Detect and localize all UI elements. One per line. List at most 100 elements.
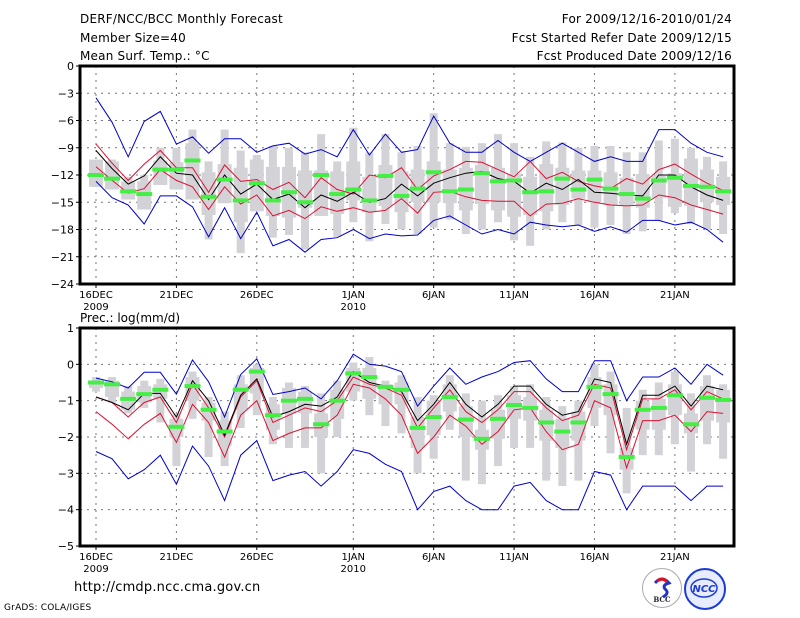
temp-median-mark: [715, 189, 732, 194]
temp-median-mark: [490, 179, 506, 184]
prec-whisker-bar: [172, 413, 181, 467]
temp-median-mark: [650, 178, 667, 183]
temp-median-mark: [200, 194, 217, 199]
temp-box: [105, 161, 120, 190]
prec-mean-line: [95, 370, 724, 447]
temp-box: [523, 176, 538, 215]
prec-median-mark: [88, 380, 104, 385]
temp-median-mark: [425, 170, 442, 175]
prec-median-mark: [425, 415, 442, 420]
prec-box: [603, 384, 618, 416]
temp-median-mark: [216, 177, 233, 182]
temp-ytick-label: −24: [51, 278, 74, 291]
prec-median-mark: [361, 375, 378, 380]
prec-xtick-label: 16JAN: [580, 552, 610, 563]
prec-median-mark: [216, 429, 233, 434]
temp-xtick-label: 21JAN: [660, 290, 690, 301]
temp-median-mark: [538, 189, 555, 194]
temp-box: [474, 165, 489, 205]
prec-median-mark: [280, 398, 297, 403]
temp-median-mark: [554, 176, 571, 181]
prec-ytick-label: −3: [58, 467, 74, 480]
temp-median-mark: [570, 187, 587, 192]
temp-median-mark: [441, 189, 458, 194]
prec-box: [410, 417, 425, 448]
temp-median-mark: [345, 187, 362, 192]
prec-median-mark: [634, 407, 651, 412]
prec-median-mark: [457, 417, 474, 422]
temp-median-mark: [248, 181, 265, 186]
temp-median-mark: [409, 186, 426, 191]
temp-median-mark: [361, 198, 378, 203]
prec-xtick-label: 1JAN: [342, 552, 365, 563]
temp-box: [362, 176, 377, 213]
temp-upper-line: [95, 143, 724, 199]
prec-median-mark: [264, 413, 281, 418]
prec-whisker-bar: [301, 386, 310, 448]
prec-xtick-label: 6JAN: [422, 552, 445, 563]
prec-median-mark: [538, 420, 555, 425]
temp-median-mark: [120, 189, 137, 194]
prec-upper-line: [95, 376, 724, 452]
temp-median-mark: [634, 196, 651, 201]
temp-median-mark: [473, 171, 490, 176]
prec-median-mark: [522, 405, 539, 410]
temp-median-mark: [136, 192, 153, 197]
temp-xtick-label: 1JAN: [342, 290, 365, 301]
prec-lower-line: [95, 383, 724, 470]
temp-median-mark: [682, 183, 699, 188]
ncc-logo: NCC: [684, 568, 726, 610]
prec-median-mark: [184, 384, 201, 389]
ncc-logo-icon: NCC: [690, 578, 718, 598]
temp-box: [265, 166, 280, 216]
temp-median-mark: [232, 198, 249, 203]
prec-median-mark: [490, 416, 506, 421]
prec-median-mark: [313, 422, 330, 427]
prec-median-mark: [650, 405, 667, 410]
temp-median-mark: [377, 173, 394, 178]
temp-box: [169, 162, 184, 190]
bcc-logo-icon: BCC: [653, 577, 672, 604]
temp-ytick-label: −12: [51, 169, 74, 182]
temp-box: [153, 160, 168, 185]
prec-median-mark: [441, 395, 458, 400]
temp-min-line: [95, 181, 724, 253]
temp-ytick-label: 0: [67, 60, 74, 73]
temp-lower-line: [95, 166, 724, 220]
temp-box: [394, 171, 409, 213]
temp-box: [507, 174, 522, 217]
temp-median-mark: [264, 198, 281, 203]
temp-median-mark: [184, 158, 201, 163]
temp-median-mark: [313, 173, 330, 177]
prec-box: [330, 389, 345, 419]
bcc-logo-text: BCC: [653, 595, 671, 604]
temp-xtick-year-label: 2009: [83, 302, 108, 313]
temp-box: [185, 143, 200, 200]
prec-median-mark: [120, 396, 137, 401]
prec-median-mark: [473, 436, 490, 441]
temp-xtick-label: 16JAN: [580, 290, 610, 301]
temp-median-mark: [618, 192, 635, 197]
prec-ytick-label: 1: [67, 322, 74, 335]
temp-variable-label: Mean Surf. Temp.: °C: [80, 49, 210, 63]
member-size: Member Size=40: [80, 31, 186, 45]
prec-median-mark: [409, 425, 426, 430]
prec-variable-label: Prec.: log(mm/d): [80, 311, 180, 325]
chart-title: DERF/NCC/BCC Monthly Forecast: [80, 12, 283, 26]
temp-xtick-label: 6JAN: [422, 290, 445, 301]
prec-xtick-label: 11JAN: [499, 552, 529, 563]
prec-whisker-bar: [204, 397, 213, 457]
source-url[interactable]: http://cmdp.ncc.cma.gov.cn: [74, 580, 261, 595]
temp-ytick-label: −21: [51, 251, 74, 264]
temp-xtick-year-label: 2010: [341, 302, 366, 313]
prec-median-mark: [506, 403, 523, 408]
temp-ytick-label: −9: [58, 142, 74, 155]
temp-median-mark: [699, 184, 716, 189]
prec-box: [571, 411, 586, 441]
ncc-logo-text: NCC: [692, 584, 716, 595]
temp-median-mark: [329, 192, 346, 197]
prec-max-line: [95, 353, 724, 419]
bcc-logo: BCC: [642, 568, 682, 608]
prec-median-mark: [666, 393, 683, 398]
prec-min-line: [95, 439, 724, 511]
